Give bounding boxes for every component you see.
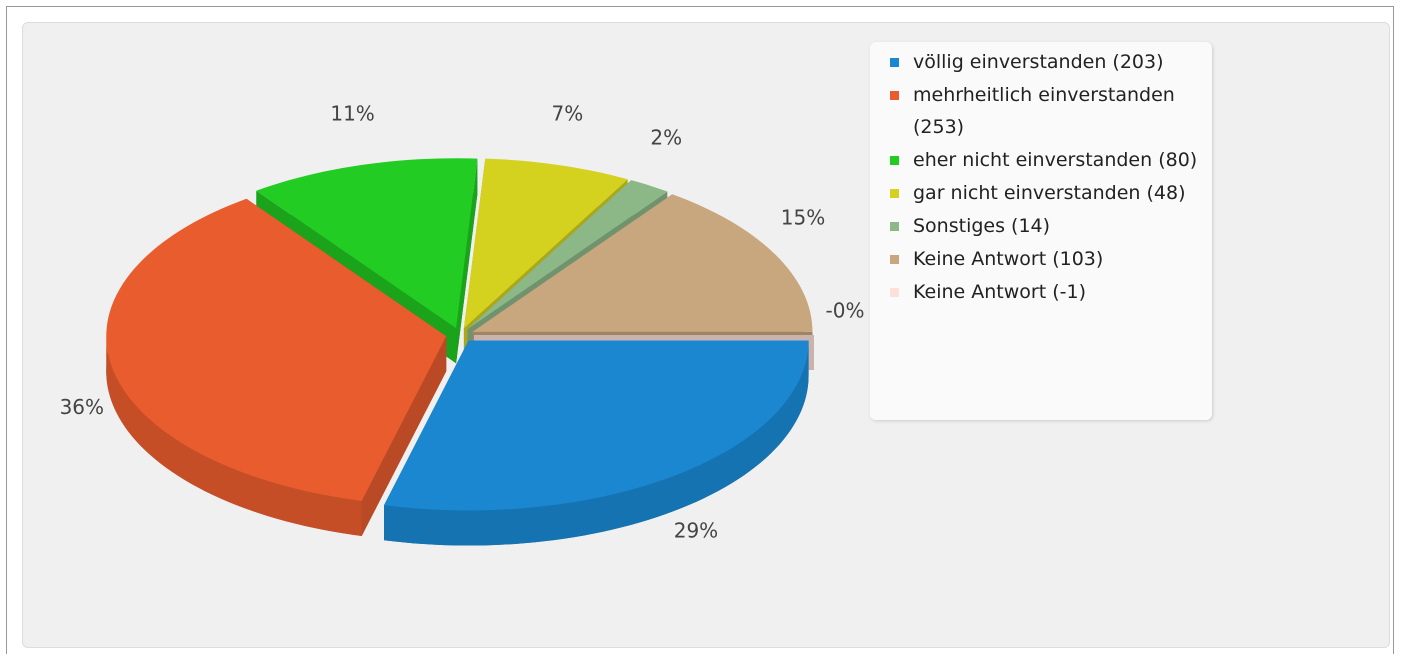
legend-label: Sonstiges (14) <box>913 215 1051 237</box>
legend-item: mehrheitlich einverstanden (253) <box>890 79 1202 143</box>
legend-item: gar nicht einverstanden (48) <box>890 177 1202 209</box>
legend-swatch <box>890 222 899 231</box>
slice-side <box>106 336 362 536</box>
legend-swatch <box>890 255 899 264</box>
legend-item: Sonstiges (14) <box>890 210 1202 242</box>
slice <box>384 340 809 511</box>
slice <box>256 158 478 329</box>
slice <box>463 158 628 329</box>
legend-label: gar nicht einverstanden (48) <box>913 182 1186 204</box>
slice-face <box>456 158 478 364</box>
legend-label: völlig einverstanden (203) <box>913 51 1164 73</box>
frame <box>6 6 1394 654</box>
legend-label: Keine Antwort (103) <box>913 248 1104 270</box>
legend-label: mehrheitlich einverstanden (253) <box>913 84 1175 138</box>
slice <box>106 198 447 501</box>
legend-label: Keine Antwort (-1) <box>913 281 1086 303</box>
slice-label: 7% <box>552 102 584 126</box>
slice-label: 29% <box>674 518 718 542</box>
slice <box>467 180 668 330</box>
legend-item: völlig einverstanden (203) <box>890 46 1202 78</box>
legend-item: eher nicht einverstanden (80) <box>890 144 1202 176</box>
slice-label: -0% <box>826 299 865 323</box>
legend-item: Keine Antwort (-1) <box>890 276 1202 308</box>
legend-swatch <box>890 91 899 100</box>
legend-swatch <box>890 156 899 165</box>
slice-label: 2% <box>650 125 682 149</box>
slice-label: 15% <box>781 205 825 229</box>
slice-face <box>361 336 447 536</box>
legend-swatch <box>890 189 899 198</box>
legend-label: eher nicht einverstanden (80) <box>913 149 1198 171</box>
legend-swatch <box>890 288 899 297</box>
slice-side <box>384 340 809 546</box>
slice-label: 11% <box>330 102 374 126</box>
slice-label: 36% <box>60 395 104 419</box>
legend-swatch <box>890 58 899 67</box>
legend: völlig einverstanden (203) mehrheitlich e… <box>870 42 1212 420</box>
slice <box>472 194 813 332</box>
legend-item: Keine Antwort (103) <box>890 243 1202 275</box>
